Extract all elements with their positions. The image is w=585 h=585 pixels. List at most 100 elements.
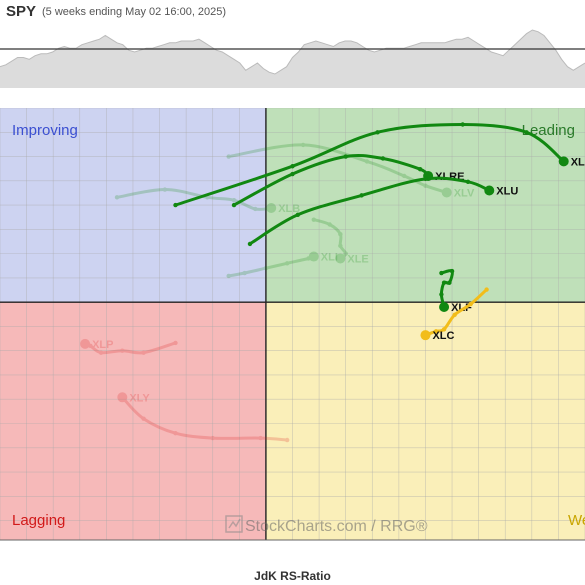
- rrg-chart: Improving Leading Lagging Weakening StockCha…: [0, 108, 585, 541]
- tail-point: [226, 154, 231, 159]
- chart-header: SPY (5 weeks ending May 02 16:00, 2025): [0, 0, 585, 100]
- label-xli: XLI: [321, 252, 338, 264]
- tail-point: [290, 171, 295, 177]
- trail-xlb: [115, 187, 273, 211]
- tail-point: [441, 280, 447, 285]
- quadrant-label-lagging: Lagging: [12, 512, 65, 529]
- watermark: StockCharts.com / RRG®: [225, 515, 428, 535]
- label-xly: XLY: [129, 392, 150, 404]
- tail-point: [359, 193, 364, 198]
- head-xly: [117, 392, 128, 403]
- tail-point: [343, 154, 348, 159]
- tail-point: [524, 130, 529, 135]
- head-xlb: [266, 202, 277, 213]
- label-xlk: XLK: [571, 156, 585, 168]
- tail-point: [433, 329, 439, 334]
- tail-point: [300, 142, 306, 148]
- tail-point: [380, 156, 386, 161]
- trail-xle: [312, 218, 348, 260]
- tail-point: [327, 222, 332, 227]
- head-xlk: [558, 156, 569, 167]
- series-xlb: XLB: [114, 187, 300, 215]
- tail-point: [375, 130, 380, 135]
- tail-point: [401, 173, 407, 179]
- tail-point: [439, 270, 444, 276]
- trail-xlp: [83, 341, 177, 355]
- tail-point: [441, 327, 447, 332]
- tail-point: [258, 435, 263, 441]
- head-xli: [308, 251, 319, 262]
- tail-point: [226, 273, 231, 279]
- chart-subtitle: (5 weeks ending May 02 16:00, 2025): [42, 6, 227, 18]
- tail-point: [449, 268, 455, 274]
- series-xlk: XLK: [173, 122, 585, 208]
- series-xle: XLE: [311, 217, 369, 265]
- tail-point: [284, 261, 290, 266]
- tail-point: [423, 176, 428, 182]
- tail-point: [162, 187, 168, 192]
- tail-point: [173, 340, 178, 346]
- tail-point: [88, 343, 93, 349]
- label-xlv: XLV: [454, 187, 475, 199]
- watermark-logo-icon: [225, 515, 243, 533]
- tail-point: [306, 256, 311, 261]
- head-xlu: [484, 185, 495, 196]
- head-xle: [335, 253, 346, 264]
- tail-point: [114, 195, 120, 200]
- head-xlv: [441, 187, 452, 198]
- trail-xli: [227, 255, 316, 278]
- tail-point: [231, 198, 237, 203]
- tail-point: [253, 206, 258, 212]
- quadrant-label-leading: Leading: [522, 122, 575, 139]
- head-xlp: [80, 338, 91, 349]
- tail-point: [231, 202, 237, 208]
- label-xlc: XLC: [432, 330, 454, 342]
- tail-point: [465, 179, 471, 184]
- tail-point: [364, 159, 370, 164]
- label-xle: XLE: [347, 253, 368, 265]
- series-xlu: XLU: [247, 176, 518, 247]
- x-axis-label: JdK RS-Ratio: [254, 569, 331, 583]
- symbol-label: SPY: [6, 3, 37, 20]
- tail-point: [263, 265, 269, 271]
- trail-xly: [120, 395, 289, 442]
- tail-point: [452, 312, 457, 317]
- label-xlp: XLP: [92, 339, 113, 351]
- quadrant-label-weakening: Weakening: [568, 512, 585, 529]
- tail-point: [290, 164, 295, 169]
- series-xli: XLI: [226, 251, 338, 279]
- head-xlf: [439, 302, 450, 313]
- series-xlv: XLV: [226, 142, 475, 199]
- tail-point: [311, 217, 316, 222]
- quadrant-label-improving: Improving: [12, 122, 78, 139]
- series-xlc: XLC: [420, 287, 489, 342]
- tail-point: [141, 416, 146, 421]
- tail-point: [439, 292, 444, 297]
- label-xlb: XLB: [278, 203, 300, 215]
- tail-point: [247, 241, 253, 247]
- tail-point: [295, 212, 301, 217]
- label-xlu: XLU: [496, 186, 518, 198]
- tail-point: [338, 243, 343, 249]
- watermark-logo-line: [228, 518, 241, 529]
- tail-point: [484, 287, 489, 292]
- benchmark-sparkline: [0, 29, 585, 88]
- tail-point: [120, 348, 125, 353]
- head-xlc: [420, 330, 431, 341]
- watermark-text: StockCharts.com / RRG®: [245, 518, 428, 535]
- tail-point: [173, 431, 178, 436]
- tail-point: [417, 166, 423, 172]
- series-xly: XLY: [117, 392, 290, 443]
- sparkline-area: [0, 30, 585, 88]
- tail-point: [284, 437, 290, 443]
- tail-point: [343, 251, 348, 256]
- series-xlp: XLP: [80, 338, 178, 355]
- tail-point: [173, 202, 178, 208]
- tail-point: [468, 301, 473, 307]
- tail-point: [338, 232, 343, 237]
- tail-point: [98, 350, 104, 355]
- trail-xlv: [227, 143, 449, 194]
- tail-point: [141, 350, 146, 355]
- tail-point: [447, 280, 452, 285]
- tail-point: [242, 270, 247, 276]
